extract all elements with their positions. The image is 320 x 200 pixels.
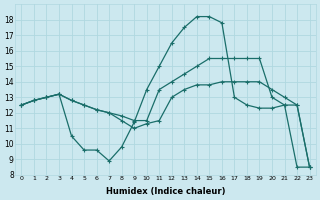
X-axis label: Humidex (Indice chaleur): Humidex (Indice chaleur) bbox=[106, 187, 225, 196]
